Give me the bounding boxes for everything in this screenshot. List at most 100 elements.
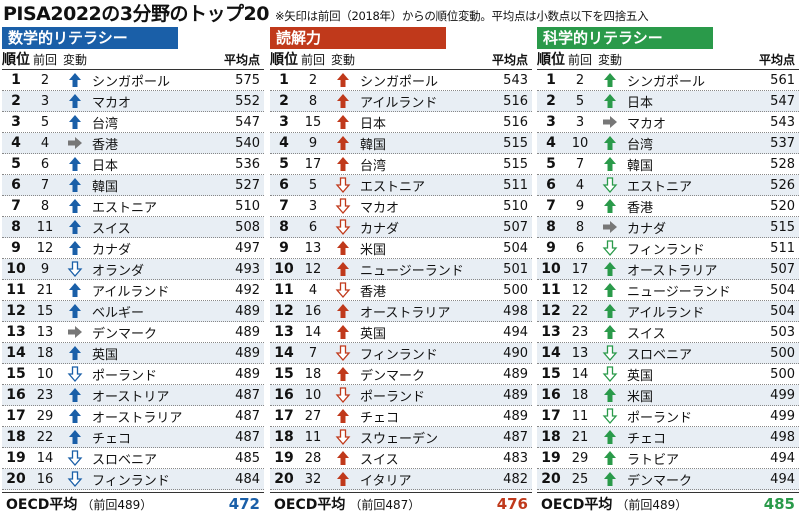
score-cell: 507	[503, 219, 528, 235]
rank-cell: 7	[279, 198, 289, 214]
rank-cell: 4	[279, 135, 289, 151]
header-score: 平均点	[491, 52, 528, 67]
page-note: ※矢印は前回（2018年）からの順位変動。平均点は小数点以下を四捨五入	[274, 9, 649, 23]
score-cell: 489	[503, 387, 528, 403]
previous-rank-cell: 2	[308, 72, 318, 88]
arrow-right-icon	[595, 114, 625, 130]
previous-rank-cell: 14	[571, 366, 589, 382]
table-row: 11 21 アイルランド 492	[2, 280, 264, 301]
previous-rank-cell: 9	[575, 198, 585, 214]
rank-cell: 3	[11, 114, 21, 130]
country-name-cell: ポーランド	[360, 389, 426, 405]
rank-cell: 12	[541, 303, 561, 319]
header-row: 順位 前回 変動 平均点	[2, 49, 264, 70]
country-name-cell: 日本	[627, 95, 654, 111]
rank-cell: 2	[11, 93, 21, 109]
country-name-cell: デンマーク	[360, 368, 426, 384]
arrow-up-icon	[60, 177, 90, 193]
score-cell: 494	[503, 324, 528, 340]
rank-cell: 14	[6, 345, 26, 361]
header-prev: 前回	[32, 52, 57, 67]
rank-cell: 4	[546, 135, 556, 151]
arrow-up-icon	[595, 261, 625, 277]
table-row: 5 6 日本 536	[2, 154, 264, 175]
previous-rank-cell: 7	[575, 156, 585, 172]
arrow-up-icon	[60, 114, 90, 130]
country-name-cell: フィンランド	[627, 242, 705, 258]
score-cell: 510	[503, 198, 528, 214]
previous-rank-cell: 18	[36, 345, 54, 361]
table-row: 9 13 米国 504	[270, 238, 532, 259]
country-name-cell: 台湾	[627, 137, 654, 153]
oecd-value: 485	[763, 495, 795, 513]
score-cell: 484	[235, 471, 260, 487]
table-row: 10 17 オーストラリア 507	[537, 259, 799, 280]
arrow-up-icon	[60, 387, 90, 403]
table-row: 6 5 エストニア 511	[270, 175, 532, 196]
previous-rank-cell: 13	[571, 345, 589, 361]
rank-cell: 17	[274, 408, 294, 424]
previous-rank-cell: 10	[571, 135, 589, 151]
table-row: 10 9 オランダ 493	[2, 259, 264, 280]
rank-cell: 16	[274, 387, 294, 403]
arrow-up-icon	[60, 198, 90, 214]
rank-cell: 5	[546, 156, 556, 172]
previous-rank-cell: 18	[304, 366, 322, 382]
arrow-down-outline-icon	[328, 198, 358, 214]
header-change: 変動	[62, 52, 87, 67]
rank-cell: 3	[546, 114, 556, 130]
rank-cell: 18	[274, 429, 294, 445]
country-name-cell: 韓国	[92, 179, 119, 195]
panel-science: 科学的リテラシー 順位 前回 変動 平均点 1 2 シンガポール 561 2 5 日本 547…	[537, 27, 799, 513]
table-row: 6 4 エストニア 526	[537, 175, 799, 196]
arrow-up-icon	[595, 324, 625, 340]
rank-cell: 8	[11, 219, 21, 235]
table-row: 4 4 香港 540	[2, 133, 264, 154]
arrow-down-outline-icon	[595, 345, 625, 361]
country-name-cell: マカオ	[627, 116, 667, 132]
rank-cell: 11	[541, 282, 561, 298]
country-name-cell: 香港	[360, 284, 387, 300]
score-cell: 489	[235, 303, 260, 319]
country-name-cell: 英国	[92, 347, 119, 363]
arrow-right-icon	[60, 324, 90, 340]
country-name-cell: カナダ	[360, 221, 400, 237]
oecd-label: OECD平均	[6, 497, 78, 513]
score-cell: 494	[770, 471, 795, 487]
arrow-down-outline-icon	[60, 366, 90, 382]
previous-rank-cell: 27	[304, 408, 322, 424]
country-name-cell: スイス	[360, 452, 399, 468]
rank-cell: 5	[279, 156, 289, 172]
score-cell: 528	[770, 156, 795, 172]
table-row: 18 22 チェコ 487	[2, 427, 264, 448]
arrow-up-icon	[595, 93, 625, 109]
arrow-down-outline-icon	[595, 366, 625, 382]
rank-cell: 1	[279, 72, 289, 88]
table-row: 13 13 デンマーク 489	[2, 322, 264, 343]
table-row: 10 12 ニュージーランド 501	[270, 259, 532, 280]
arrow-up-icon	[595, 282, 625, 298]
arrow-up-icon	[328, 114, 358, 130]
country-name-cell: エストニア	[627, 179, 693, 195]
previous-rank-cell: 11	[36, 219, 54, 235]
arrow-down-outline-icon	[60, 450, 90, 466]
previous-rank-cell: 2	[575, 72, 585, 88]
country-name-cell: エストニア	[92, 200, 158, 216]
table-row: 15 10 ポーランド 489	[2, 364, 264, 385]
previous-rank-cell: 11	[304, 429, 322, 445]
arrow-up-icon	[328, 303, 358, 319]
header-row: 順位 前回 変動 平均点	[270, 49, 532, 70]
score-cell: 497	[235, 240, 260, 256]
score-cell: 504	[770, 303, 795, 319]
score-cell: 561	[770, 72, 795, 88]
page-title: PISA2022の3分野のトップ20	[3, 3, 269, 25]
rank-cell: 13	[6, 324, 26, 340]
arrow-down-outline-icon	[60, 261, 90, 277]
table-row: 16 18 米国 499	[537, 385, 799, 406]
ranking-rows: 1 2 シンガポール 543 2 8 アイルランド 516 3 15 日本 516 4 9 韓国 515 5 17…	[270, 70, 532, 490]
table-row: 19 28 スイス 483	[270, 448, 532, 469]
score-cell: 504	[503, 240, 528, 256]
arrow-up-icon	[595, 156, 625, 172]
previous-rank-cell: 6	[575, 240, 585, 256]
rank-cell: 14	[274, 345, 294, 361]
